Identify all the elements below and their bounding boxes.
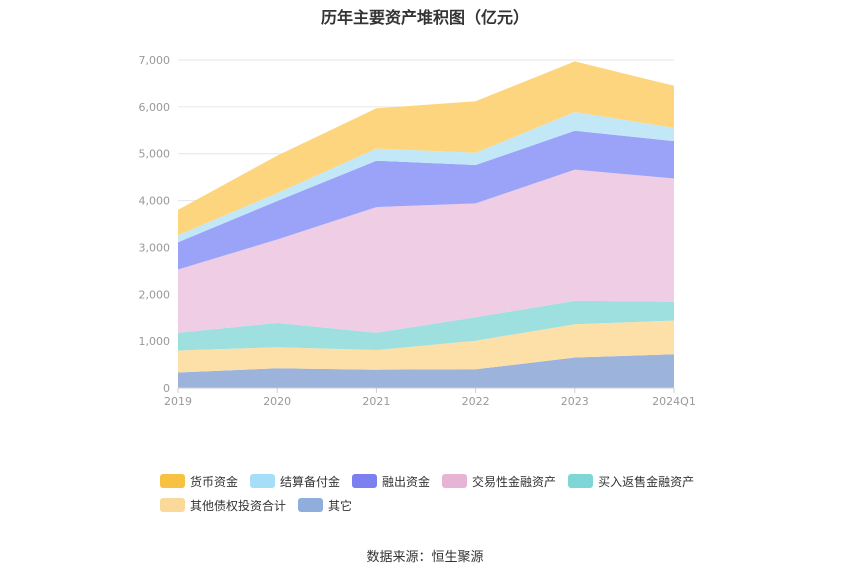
legend: 货币资金 结算备付金 融出资金 交易性金融资产 买入返售金融资产其他债权投资合计 其它 (160, 472, 720, 520)
axes: 0 1,000 2,000 3,000 4,000 5,000 6,000 7,000 2019… (139, 54, 696, 408)
y-tick-label: 3,000 (139, 241, 171, 254)
y-tick-label: 2,000 (139, 288, 171, 301)
area-series-4 (178, 169, 674, 333)
legend-item[interactable]: 融出资金 (352, 472, 430, 490)
legend-label: 结算备付金 (280, 474, 341, 489)
legend-swatch (568, 474, 594, 488)
legend-item[interactable]: 买入返售金融资产 (568, 472, 694, 490)
x-tick-label: 2019 (164, 395, 192, 408)
legend-swatch (298, 498, 324, 512)
y-tick-label: 7,000 (139, 54, 171, 67)
legend-item[interactable]: 货币资金 (160, 472, 238, 490)
legend-item[interactable]: 交易性金融资产 (442, 472, 556, 490)
x-tick-label: 2024Q1 (652, 395, 696, 408)
legend-swatch (442, 474, 468, 488)
x-tick-label: 2020 (263, 395, 291, 408)
area-series (178, 61, 674, 388)
x-tick-label: 2023 (561, 395, 589, 408)
y-tick-label: 0 (163, 382, 170, 395)
y-tick-label: 5,000 (139, 148, 171, 161)
stacked-area-chart: 0 1,000 2,000 3,000 4,000 5,000 6,000 7,000 2019… (139, 54, 696, 408)
legend-swatch (250, 474, 276, 488)
area-series-7 (178, 61, 674, 236)
y-tick-label: 4,000 (139, 195, 171, 208)
legend-item[interactable]: 结算备付金 (250, 472, 340, 490)
y-tick-label: 1,000 (139, 335, 171, 348)
legend-label: 其他债权投资合计 (190, 498, 287, 513)
area-series-5 (178, 130, 674, 270)
area-series-1 (178, 354, 674, 388)
legend-label: 交易性金融资产 (472, 474, 557, 489)
x-tick-label: 2022 (462, 395, 490, 408)
legend-swatch (352, 474, 378, 488)
area-series-6 (178, 112, 674, 243)
legend-swatch (160, 498, 185, 512)
y-tick-label: 6,000 (139, 101, 171, 114)
legend-label: 其它 (328, 498, 353, 513)
x-tick-label: 2021 (362, 395, 390, 408)
legend-label: 货币资金 (190, 474, 239, 489)
area-series-3 (178, 300, 674, 351)
legend-label: 买入返售金融资产 (598, 474, 695, 489)
legend-item[interactable]: 其他债权投资合计 (160, 496, 286, 514)
legend-swatch (160, 474, 185, 488)
chart-title: 历年主要资产堆积图（亿元） (320, 8, 529, 27)
data-source-note: 数据来源：恒生聚源 (366, 550, 484, 565)
area-series-2 (178, 320, 674, 373)
legend-item[interactable]: 其它 (298, 496, 352, 514)
legend-label: 融出资金 (382, 474, 431, 489)
